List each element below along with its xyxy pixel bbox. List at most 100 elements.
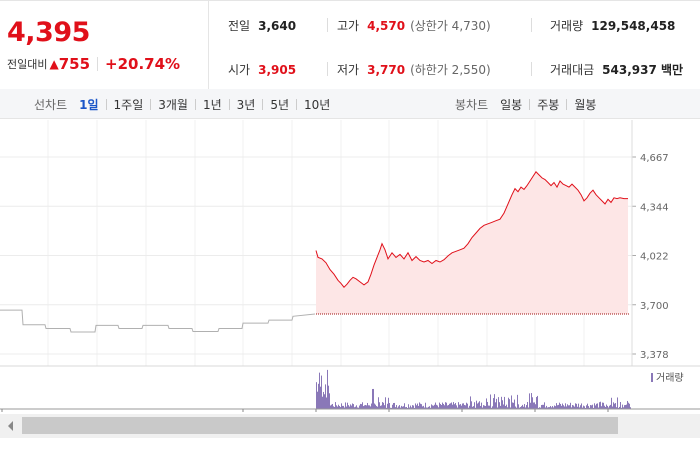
volume-bar (495, 402, 496, 409)
volume-bar (553, 407, 554, 409)
volume-bar (564, 406, 565, 409)
volume-bar (599, 402, 600, 409)
volume-bar (537, 395, 538, 409)
volume-bar (586, 405, 587, 409)
volume-bar (612, 406, 613, 409)
volume-bar (555, 406, 556, 409)
chart-period-tabs: 선차트 1일 1주일 3개월 1년 3년 5년 10년 봉차트 일봉 주봉 월봉 (0, 89, 700, 119)
volume-bar (398, 406, 399, 409)
tab-daily-candle[interactable]: 일봉 (500, 98, 523, 112)
volume-bar (474, 402, 475, 409)
volume-bar (551, 407, 552, 409)
volume-bar (622, 404, 623, 409)
volume-bar (387, 403, 388, 409)
volume-bar (405, 407, 406, 409)
y-axis-tick-label: 3,378 (640, 350, 669, 361)
chart-scroll-bar[interactable] (0, 412, 700, 450)
triangle-left-icon[interactable] (8, 421, 13, 431)
volume-bar (439, 402, 440, 409)
high-stat: 고가 4,570 (상한가 4,730) (337, 17, 491, 34)
volume-bar (428, 406, 429, 409)
volume-bar (487, 401, 488, 409)
volume-bar (526, 405, 527, 409)
volume-bar (461, 405, 462, 409)
volume-bar (433, 405, 434, 409)
volume-bar (363, 406, 364, 409)
volume-bar (517, 394, 518, 409)
volume-bar (473, 406, 474, 409)
volume-bar (607, 405, 608, 409)
change-value: 755 (58, 55, 91, 73)
tab-10-years[interactable]: 10년 (304, 98, 331, 112)
volume-bar (407, 407, 408, 409)
volume-bar (563, 405, 564, 409)
scroll-thumb[interactable] (22, 417, 618, 434)
line-chart-tab-group: 선차트 1일 1주일 3개월 1년 3년 5년 10년 (34, 96, 330, 113)
change-label: 전일대비 (7, 58, 48, 71)
volume-bar (425, 402, 426, 409)
volume-bar (485, 406, 486, 409)
tab-1-year[interactable]: 1년 (202, 98, 222, 112)
y-axis-tick-label: 4,667 (640, 153, 669, 164)
tab-weekly-candle[interactable]: 주봉 (537, 98, 560, 112)
volume-bar (625, 405, 626, 409)
volume-bar (603, 402, 604, 409)
volume-bar (545, 407, 546, 409)
volume-bar (414, 407, 415, 409)
tab-3-years[interactable]: 3년 (236, 98, 256, 112)
y-axis-tick-label: 4,022 (640, 252, 669, 263)
open-stat: 시가 3,905 (228, 61, 296, 78)
volume-bar (443, 403, 444, 409)
volume-bar (523, 406, 524, 409)
volume-bar (342, 405, 343, 409)
line-chart-label: 선차트 (34, 98, 68, 112)
volume-bar (520, 407, 521, 409)
tab-1-day[interactable]: 1일 (79, 98, 99, 112)
volume-bar (546, 405, 547, 409)
open-label: 시가 (228, 63, 251, 77)
volume-bar (440, 404, 441, 409)
volume-bar (322, 396, 323, 409)
volume-bar (571, 407, 572, 409)
volume-bar (494, 394, 495, 409)
volume-bar (508, 397, 509, 409)
volume-bar (318, 383, 319, 409)
volume-bar (327, 369, 328, 409)
volume-bar (464, 404, 465, 409)
volume-bar (344, 407, 345, 409)
volume-bar (456, 405, 457, 409)
volume-bar (613, 402, 614, 409)
tab-3-months[interactable]: 3개월 (158, 98, 188, 112)
tab-1-week[interactable]: 1주일 (113, 98, 144, 112)
volume-bar (617, 397, 618, 409)
volume-bar (426, 407, 427, 409)
volume-bar (619, 406, 620, 409)
volume-bar (512, 402, 513, 409)
tab-monthly-candle[interactable]: 월봉 (574, 98, 597, 112)
volume-bar (328, 385, 329, 409)
volume-bar (458, 402, 459, 409)
volume-bar (590, 405, 591, 409)
volume-bar (463, 403, 464, 409)
price-area-fill (316, 171, 628, 314)
volume-bar (336, 405, 337, 409)
volume-bar (547, 407, 548, 409)
volume-bar (575, 403, 576, 409)
volume-bar (540, 407, 541, 409)
volume-bar (416, 405, 417, 409)
tab-5-years[interactable]: 5년 (270, 98, 290, 112)
volume-bar (577, 406, 578, 409)
volume-bar (510, 407, 511, 409)
volume-bar (454, 404, 455, 409)
volume-bar (345, 402, 346, 409)
volume-bar (389, 403, 390, 409)
prev-close-value: 3,640 (258, 19, 297, 33)
divider (262, 99, 264, 110)
volume-bar (531, 393, 532, 409)
volume-bars (316, 369, 631, 409)
volume-bar (317, 391, 318, 409)
intraday-price-chart[interactable]: 4,667 4,344 4,022 3,700 3,378 거래량 (0, 120, 700, 412)
volume-bar (541, 405, 542, 409)
volume-legend-swatch (651, 373, 653, 382)
volume-bar (569, 405, 570, 409)
